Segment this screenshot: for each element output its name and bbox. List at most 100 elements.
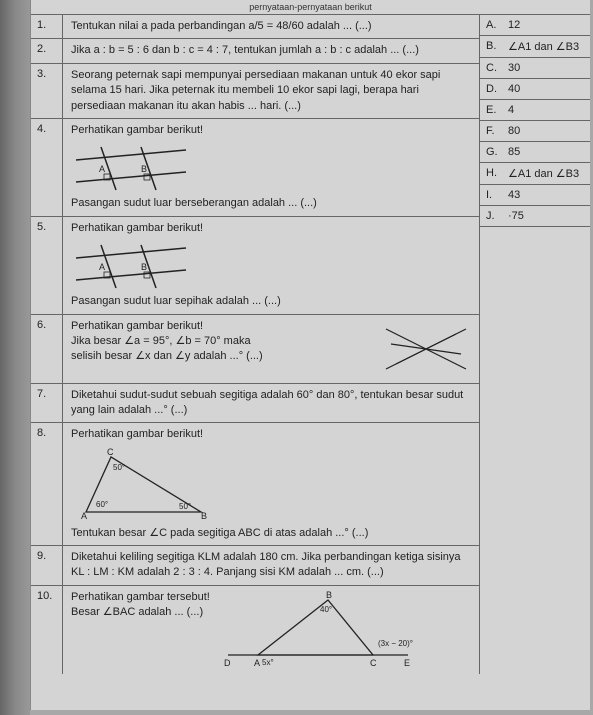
answer-text: 80 bbox=[508, 125, 584, 137]
question-line: Besar ∠BAC adalah ... (...) bbox=[71, 605, 210, 620]
answer-text: ·75 bbox=[508, 210, 584, 222]
question-row: 5. Perhatikan gambar berikut! A B bbox=[31, 217, 479, 315]
svg-text:B: B bbox=[141, 262, 147, 272]
answer-option: D. 40 bbox=[480, 79, 590, 100]
question-subtext: Pasangan sudut luar sepihak adalah ... (… bbox=[71, 294, 471, 309]
svg-text:50°: 50° bbox=[113, 463, 125, 472]
svg-text:E: E bbox=[404, 658, 410, 668]
question-text: Perhatikan gambar berikut! bbox=[71, 319, 371, 334]
parallel-lines-diagram: A B bbox=[71, 236, 471, 294]
answers-column: A. 12 B. ∠A1 dan ∠B3 C. 30 D. 40 E. 4 F.… bbox=[480, 15, 590, 674]
answer-text: 40 bbox=[508, 83, 584, 95]
svg-text:B: B bbox=[326, 590, 332, 600]
parallel-lines-diagram: A B bbox=[71, 138, 471, 196]
answer-option: A. 12 bbox=[480, 15, 590, 36]
question-text: Diketahui sudut-sudut sebuah segitiga ad… bbox=[63, 384, 479, 423]
svg-text:A: A bbox=[99, 164, 105, 174]
question-text: Perhatikan gambar berikut! bbox=[71, 221, 471, 236]
svg-text:B: B bbox=[201, 511, 207, 521]
question-number: 4. bbox=[31, 119, 63, 216]
question-row: 4. Perhatikan gambar berikut! A B bbox=[31, 119, 479, 217]
question-text: Jika a : b = 5 : 6 dan b : c = 4 : 7, te… bbox=[63, 39, 479, 62]
svg-text:A: A bbox=[254, 658, 260, 668]
answer-letter: A. bbox=[486, 19, 508, 31]
answer-text: 12 bbox=[508, 19, 584, 31]
question-row: 10. Perhatikan gambar tersebut! Besar ∠B… bbox=[31, 586, 479, 674]
question-number: 7. bbox=[31, 384, 63, 423]
svg-text:C: C bbox=[107, 447, 114, 457]
question-row: 7. Diketahui sudut-sudut sebuah segitiga… bbox=[31, 384, 479, 424]
answer-letter: C. bbox=[486, 62, 508, 74]
answer-letter: I. bbox=[486, 189, 508, 201]
question-number: 3. bbox=[31, 64, 63, 118]
answer-letter: D. bbox=[486, 83, 508, 95]
svg-text:40°: 40° bbox=[320, 605, 332, 614]
answer-option: F. 80 bbox=[480, 121, 590, 142]
answer-letter: J. bbox=[486, 210, 508, 222]
answer-text: ∠A1 dan ∠B3 bbox=[508, 167, 584, 180]
answer-option: G. 85 bbox=[480, 142, 590, 163]
question-subtext: Pasangan sudut luar berseberangan adalah… bbox=[71, 196, 471, 211]
answer-letter: E. bbox=[486, 104, 508, 116]
answer-option: J. ·75 bbox=[480, 206, 590, 227]
question-text: Perhatikan gambar berikut! bbox=[71, 123, 471, 138]
question-row: 9. Diketahui keliling segitiga KLM adala… bbox=[31, 546, 479, 586]
header-strip: pernyataan-pernyataan berikut bbox=[31, 0, 590, 15]
question-text: Tentukan nilai a pada perbandingan a/5 =… bbox=[63, 15, 479, 38]
answer-option: I. 43 bbox=[480, 185, 590, 206]
question-content: Perhatikan gambar berikut! A B bbox=[63, 119, 479, 216]
svg-text:B: B bbox=[141, 164, 147, 174]
triangle-ext-diagram: A B C D E 40° 5x° (3x − 20)° bbox=[218, 590, 418, 670]
svg-text:C: C bbox=[370, 658, 377, 668]
page-binding bbox=[0, 0, 30, 715]
triangle-diagram: A B C 60° 50° 50° bbox=[71, 443, 471, 526]
answer-option: C. 30 bbox=[480, 58, 590, 79]
answer-letter: G. bbox=[486, 146, 508, 158]
answer-letter: B. bbox=[486, 40, 508, 53]
question-number: 6. bbox=[31, 315, 63, 383]
worksheet-page: pernyataan-pernyataan berikut 1. Tentuka… bbox=[30, 0, 590, 710]
answer-text: 43 bbox=[508, 189, 584, 201]
svg-text:D: D bbox=[224, 658, 231, 668]
worksheet-table: 1. Tentukan nilai a pada perbandingan a/… bbox=[31, 15, 590, 674]
question-row: 8. Perhatikan gambar berikut! A B C 60° … bbox=[31, 423, 479, 546]
answer-option: H. ∠A1 dan ∠B3 bbox=[480, 163, 590, 185]
question-number: 2. bbox=[31, 39, 63, 62]
svg-text:50°: 50° bbox=[179, 502, 191, 511]
answer-letter: H. bbox=[486, 167, 508, 180]
answer-text: 85 bbox=[508, 146, 584, 158]
question-text: Perhatikan gambar berikut! bbox=[71, 427, 471, 442]
svg-text:5x°: 5x° bbox=[262, 658, 274, 667]
question-content: Perhatikan gambar berikut! A B C 60° 50°… bbox=[63, 423, 479, 545]
svg-text:A: A bbox=[99, 262, 105, 272]
question-row: 3. Seorang peternak sapi mempunyai perse… bbox=[31, 64, 479, 119]
question-number: 8. bbox=[31, 423, 63, 545]
question-text: Perhatikan gambar tersebut! bbox=[71, 590, 210, 605]
svg-text:60°: 60° bbox=[96, 500, 108, 509]
svg-text:(3x − 20)°: (3x − 20)° bbox=[378, 639, 413, 648]
question-content: Perhatikan gambar berikut! A B bbox=[63, 217, 479, 314]
question-row: 2. Jika a : b = 5 : 6 dan b : c = 4 : 7,… bbox=[31, 39, 479, 63]
question-row: 6. Perhatikan gambar berikut! Jika besar… bbox=[31, 315, 479, 384]
answer-letter: F. bbox=[486, 125, 508, 137]
question-subtext: Tentukan besar ∠C pada segitiga ABC di a… bbox=[71, 526, 471, 541]
answer-text: 30 bbox=[508, 62, 584, 74]
question-row: 1. Tentukan nilai a pada perbandingan a/… bbox=[31, 15, 479, 39]
question-number: 5. bbox=[31, 217, 63, 314]
question-number: 9. bbox=[31, 546, 63, 585]
answer-text: 4 bbox=[508, 104, 584, 116]
question-number: 10. bbox=[31, 586, 63, 674]
answer-option: E. 4 bbox=[480, 100, 590, 121]
answer-option: B. ∠A1 dan ∠B3 bbox=[480, 36, 590, 58]
questions-column: 1. Tentukan nilai a pada perbandingan a/… bbox=[31, 15, 480, 674]
question-content: Perhatikan gambar berikut! Jika besar ∠a… bbox=[63, 315, 479, 383]
answer-text: ∠A1 dan ∠B3 bbox=[508, 40, 584, 53]
question-number: 1. bbox=[31, 15, 63, 38]
crossing-lines-diagram bbox=[381, 319, 471, 379]
question-text: Diketahui keliling segitiga KLM adalah 1… bbox=[63, 546, 479, 585]
question-line: Jika besar ∠a = 95°, ∠b = 70° maka bbox=[71, 334, 371, 349]
question-line: selisih besar ∠x dan ∠y adalah ...° (...… bbox=[71, 349, 371, 364]
question-content: Perhatikan gambar tersebut! Besar ∠BAC a… bbox=[63, 586, 479, 674]
question-text: Seorang peternak sapi mempunyai persedia… bbox=[63, 64, 479, 118]
svg-text:A: A bbox=[81, 511, 87, 521]
